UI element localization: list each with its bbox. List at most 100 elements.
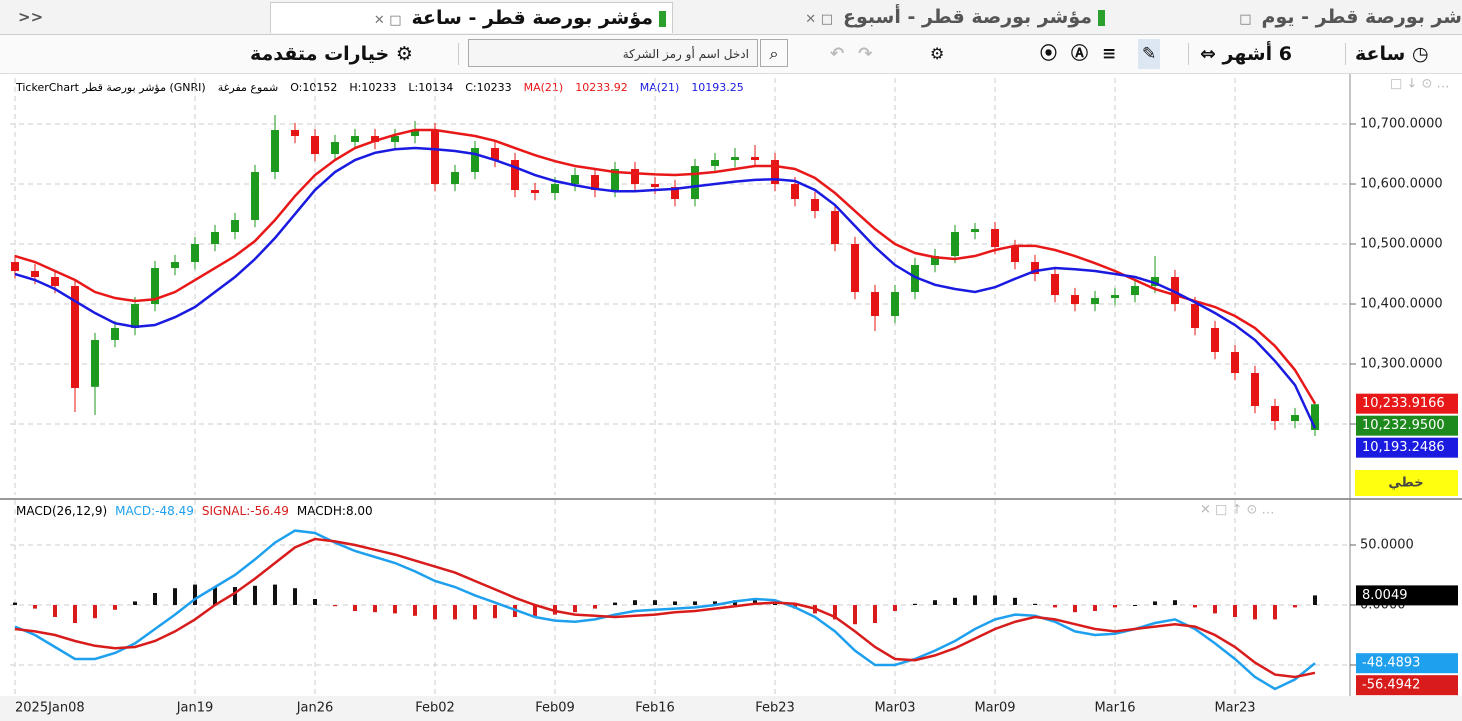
candle-body xyxy=(1151,277,1159,287)
legend-value: 8.00 xyxy=(345,504,373,518)
candle-body xyxy=(851,244,859,293)
macd-header: MACD(26,12,9) MACD:-48.49 SIGNAL:-56.49 … xyxy=(16,504,373,518)
value-flag-label: 8.0049 xyxy=(1362,588,1408,603)
candle-body xyxy=(931,256,939,266)
ohlc: L:10134 xyxy=(408,81,454,94)
value-flag-label: -48.4893 xyxy=(1362,656,1420,671)
candle-body xyxy=(1111,295,1119,299)
candle-body xyxy=(691,166,699,200)
histogram-bar xyxy=(653,600,657,605)
candle-body xyxy=(1051,274,1059,296)
candle-body xyxy=(171,262,179,269)
collapse-button[interactable]: << xyxy=(18,8,44,26)
histogram-bar xyxy=(633,600,637,605)
style-button[interactable] xyxy=(1355,470,1458,496)
histogram-bar xyxy=(953,597,957,605)
x-tick-label: Mar23 xyxy=(1214,701,1255,716)
histogram-bar xyxy=(853,605,857,625)
value-flag-label: 10,193.2486 xyxy=(1362,440,1445,455)
tab-title: مؤشر بورصة قطر - ساعة xyxy=(411,7,653,29)
candle-body xyxy=(291,130,299,137)
candle-body xyxy=(791,184,799,200)
x-tick-label: Jan19 xyxy=(176,701,214,716)
search-button[interactable]: ⌕ xyxy=(760,39,788,67)
candle-body xyxy=(1011,247,1019,263)
candle-body xyxy=(831,211,839,245)
search-input[interactable]: ادخل اسم أو رمز الشركة xyxy=(468,39,758,67)
candle-body xyxy=(211,232,219,245)
line xyxy=(14,128,1317,405)
candle-body xyxy=(251,172,259,221)
candle-body xyxy=(1171,277,1179,305)
panel-icons[interactable]: □ ↓ ⊙ … xyxy=(1390,77,1449,92)
candle-body xyxy=(631,169,639,185)
candle-body xyxy=(771,160,779,185)
histogram-bar xyxy=(213,587,217,605)
candle-body xyxy=(571,175,579,185)
candle-body xyxy=(1251,373,1259,407)
value-flag xyxy=(1356,393,1458,414)
value-flag-label: -56.4942 xyxy=(1362,678,1420,693)
histogram-bar xyxy=(893,605,897,611)
tab[interactable]: شر بورصة قطر - يوم□ xyxy=(1239,6,1462,28)
panel-icons[interactable]: ✕ □ ↑ ⊙ … xyxy=(1200,503,1275,518)
histogram-bar xyxy=(1293,605,1297,608)
y-tick-label: 10,700.0000 xyxy=(1360,117,1443,132)
histogram-bar xyxy=(833,605,837,620)
tool-icons[interactable]: ⦿Ⓐ≡ xyxy=(1040,44,1131,64)
undo-redo[interactable]: ↶↷ xyxy=(830,44,887,64)
period-button[interactable]: ◷ ساعة xyxy=(1355,43,1429,65)
legend-entry: SIGNAL xyxy=(201,504,247,518)
histogram-bar xyxy=(593,605,597,609)
histogram-bar xyxy=(1193,605,1197,608)
value-flag xyxy=(1356,437,1458,458)
value-flag-label: 10,233.9166 xyxy=(1362,396,1445,411)
candle-body xyxy=(811,199,819,212)
candle-body xyxy=(71,286,79,389)
histogram-bar xyxy=(353,605,357,611)
candle-body xyxy=(1191,304,1199,329)
date-axis xyxy=(0,696,1462,721)
advanced-button[interactable]: ⚙ خيارات متقدمة xyxy=(250,43,413,65)
range-button[interactable]: 6 أشهر ⇔ xyxy=(1200,43,1292,65)
x-tick-label: Mar09 xyxy=(974,701,1015,716)
candle-body xyxy=(671,187,679,200)
y-tick-label: 10,400.0000 xyxy=(1360,297,1443,312)
histogram-bar xyxy=(1253,605,1257,620)
candle-body xyxy=(651,184,659,188)
line xyxy=(14,146,1317,429)
tab[interactable]: مؤشر بورصة قطر - أسبوع□ ✕ xyxy=(695,2,1111,32)
separator xyxy=(458,43,459,65)
candle-body xyxy=(911,265,919,293)
x-tick-label: Jan26 xyxy=(296,701,334,716)
histogram-bar xyxy=(713,601,717,605)
legend-value: 10193.25 xyxy=(691,81,744,94)
tool-icon[interactable]: ⚙ xyxy=(930,44,945,63)
value-flag xyxy=(1356,675,1458,696)
y-tick-label: 10,600.0000 xyxy=(1360,177,1443,192)
histogram-bar xyxy=(53,605,57,617)
histogram-bar xyxy=(233,587,237,605)
period-label: ساعة xyxy=(1355,43,1406,65)
range-label: 6 أشهر xyxy=(1222,43,1292,65)
tab[interactable]: مؤشر بورصة قطر - ساعة□ ✕ xyxy=(270,2,673,33)
histogram-bar xyxy=(493,605,497,619)
histogram-bar xyxy=(673,601,677,605)
histogram-bar xyxy=(453,605,457,620)
value-flag xyxy=(1356,653,1458,674)
histogram-bar xyxy=(133,601,137,605)
x-tick-label: Feb16 xyxy=(635,701,675,716)
candle-body xyxy=(271,130,279,173)
candle-body xyxy=(91,340,99,387)
value-flag-label: 10,232.9500 xyxy=(1362,418,1445,433)
candle-body xyxy=(891,292,899,317)
price-header: TickerChart مؤشر بورصة قطر (GNRI) شموع م… xyxy=(16,81,744,94)
style-button-label: خطي xyxy=(1388,476,1423,491)
draw-tool[interactable]: ✎ xyxy=(1138,39,1161,69)
toolbar: ◷ ساعة 6 أشهر ⇔ ⦿Ⓐ≡ ✎ ⚙ ↶↷ ⌕ ادخل اسم أو… xyxy=(0,35,1462,74)
x-tick-label: Mar16 xyxy=(1094,701,1135,716)
candle-body xyxy=(591,175,599,191)
histogram-bar xyxy=(1013,597,1017,605)
histogram-bar xyxy=(1033,603,1037,605)
